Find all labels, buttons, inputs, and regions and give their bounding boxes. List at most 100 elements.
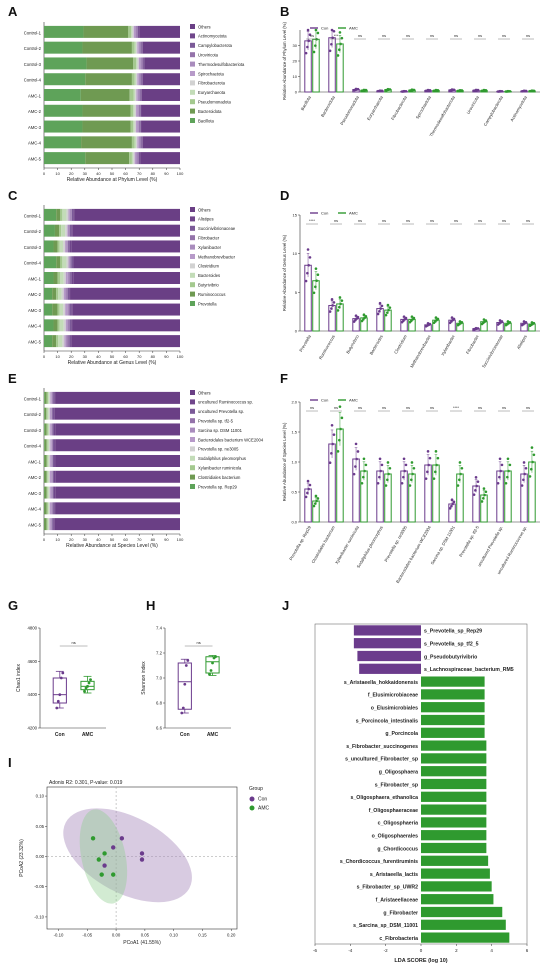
y-tick-label: 5 <box>295 290 298 295</box>
stack-segment <box>52 470 54 483</box>
stack-segment <box>135 25 137 38</box>
stack-segment <box>141 73 143 86</box>
stack-segment <box>52 439 55 452</box>
category-label: Control-4 <box>24 78 42 83</box>
legend-swatch <box>190 89 195 95</box>
stack-segment <box>68 240 70 253</box>
significance-label: ns <box>430 406 434 410</box>
x-tick-label: 10 <box>55 171 60 176</box>
stack-segment <box>71 256 73 269</box>
data-point <box>524 89 528 93</box>
stack-segment <box>70 272 72 284</box>
stack-segment <box>44 407 47 420</box>
data-point <box>482 318 486 321</box>
data-point <box>508 463 512 467</box>
legend-swatch <box>190 446 195 452</box>
stack-segment <box>71 272 74 284</box>
box-con <box>52 677 67 704</box>
significance-label: ns <box>382 34 386 38</box>
legend-swatch <box>190 291 195 297</box>
stack-segment <box>55 486 181 499</box>
lda-feature-label: s_Aristaeella_lactis <box>370 872 418 878</box>
stack-segment <box>67 319 69 332</box>
stack-segment <box>72 224 180 237</box>
x-tick-label: 90 <box>164 537 169 542</box>
lda-feature-label: s_Chordicoccus_furentiruminis <box>340 859 418 865</box>
legend-label: uncultured Prevotella sp. <box>198 409 244 414</box>
stack-segment <box>44 240 54 253</box>
lda-bar <box>421 894 494 905</box>
data-point <box>482 487 486 490</box>
stack-segment <box>71 208 72 221</box>
legend-label: Bacillota <box>198 118 214 123</box>
stack-segment <box>138 57 141 70</box>
category-label: Butyrivibrio <box>345 333 360 354</box>
stack-segment <box>65 272 68 284</box>
category-label: Xylanibacter <box>440 333 456 356</box>
stack-segment <box>70 335 72 348</box>
stack-segment <box>65 335 68 348</box>
stack-segment <box>73 208 75 221</box>
legend-swatch <box>190 118 195 123</box>
significance-label: ns <box>358 406 362 410</box>
data-point <box>402 315 406 318</box>
legend-swatch <box>190 244 195 250</box>
stack-segment <box>44 439 45 452</box>
category-label: AMC-5 <box>28 157 42 162</box>
lda-feature-label: s_Aristaeella_hokkaidonensis <box>344 680 418 686</box>
data-point <box>83 689 86 693</box>
stack-segment <box>67 224 68 237</box>
stack-segment <box>46 423 48 436</box>
data-point <box>331 442 334 446</box>
category-label: Methanobrevibacter <box>409 333 432 368</box>
stack-segment <box>46 455 48 467</box>
stack-segment <box>63 287 66 300</box>
legend-swatch <box>190 99 195 105</box>
legend-label: Others <box>198 24 211 29</box>
significance-label: ns <box>526 34 530 38</box>
stack-segment <box>51 470 53 483</box>
x-tick-label: 100 <box>177 537 184 542</box>
legend-label: uncultured Ruminococcus sp. <box>198 400 253 405</box>
stack-segment <box>56 335 59 348</box>
category-label: Prevotella sp. Rep29 <box>288 524 312 561</box>
data-point <box>522 461 526 464</box>
stack-segment <box>58 335 63 348</box>
data-point <box>434 470 437 474</box>
category-label: Pseudomonadota <box>339 94 360 126</box>
data-point <box>56 699 60 703</box>
legend-label: Actinomycetota <box>198 34 227 39</box>
data-point <box>528 475 532 478</box>
y-axis-label: Shannon index <box>141 661 147 695</box>
stack-segment <box>129 89 134 101</box>
x-tick-label: 60 <box>123 171 128 176</box>
significance-label: ns <box>454 34 458 38</box>
stack-segment <box>137 104 139 117</box>
data-point <box>532 89 536 93</box>
legend-label: Thermodesulfobacteriota <box>198 62 245 67</box>
y-tick-label: 4800 <box>27 626 37 631</box>
category-label: Clostridiales bacterium <box>310 525 336 565</box>
lda-feature-label: s_Prevotella_sp_tf2_5 <box>424 641 479 647</box>
data-point <box>498 475 501 479</box>
stack-segment <box>68 303 70 316</box>
data-point <box>448 507 452 510</box>
stack-segment <box>63 272 66 284</box>
y-tick-label: 20 <box>293 59 298 64</box>
stack-segment <box>49 391 51 404</box>
data-point <box>336 309 340 312</box>
lda-feature-label: g_Fibrobacter <box>383 910 418 916</box>
ellipse-con <box>63 808 192 903</box>
legend-label: AMC <box>349 211 358 216</box>
x-tick-label: -0.05 <box>82 933 92 938</box>
stack-segment <box>51 518 53 531</box>
data-point <box>475 484 478 488</box>
y-tick-label: 1.5 <box>291 430 297 435</box>
data-point <box>450 88 454 91</box>
stack-segment <box>57 272 61 284</box>
data-point <box>209 669 213 672</box>
data-point <box>498 319 502 322</box>
stack-segment <box>48 470 50 483</box>
data-point <box>480 500 484 503</box>
y-tick-label: 7.4 <box>156 626 163 631</box>
